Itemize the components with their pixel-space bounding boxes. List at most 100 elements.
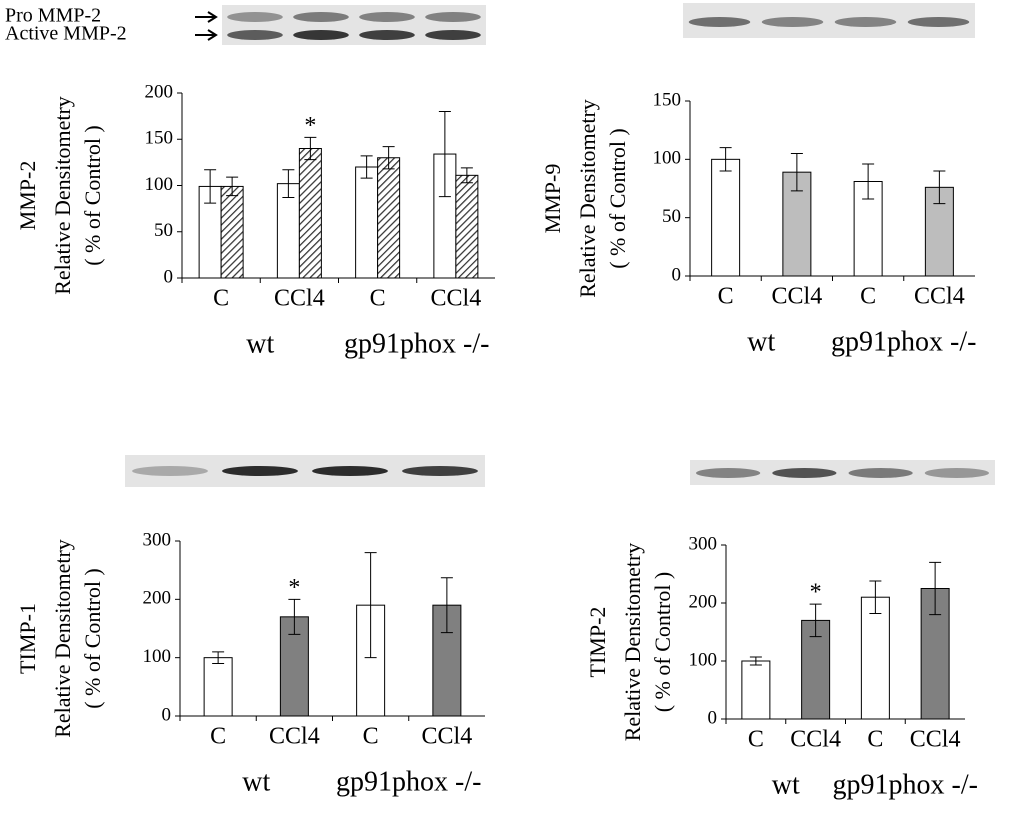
blot-band	[293, 12, 349, 22]
y-axis-label: Relative Densitometry	[575, 99, 600, 298]
group-label: gp91phox -/-	[344, 328, 489, 359]
blot-label: Active MMP-2	[5, 23, 127, 45]
blot-band	[227, 30, 283, 40]
error-bar	[226, 176, 239, 197]
x-tick-label: CCl4	[422, 724, 473, 750]
y-tick-label: 0	[708, 707, 718, 728]
error-bar	[869, 580, 882, 614]
blot-band	[359, 12, 415, 22]
error-bar	[204, 169, 217, 204]
x-tick-label: C	[867, 727, 883, 753]
y-tick-label: 200	[143, 588, 172, 609]
significance-mark: *	[810, 580, 822, 606]
group-label: wt	[772, 769, 800, 800]
error-bar	[360, 155, 373, 179]
error-bar	[364, 552, 377, 659]
x-tick-label: CCl4	[431, 286, 482, 312]
x-tick-label: C	[363, 724, 379, 750]
y-tick-label: 300	[143, 529, 172, 550]
blot-band	[848, 468, 913, 478]
x-tick-label: CCl4	[772, 284, 823, 310]
error-bar	[929, 561, 942, 616]
y-tick-label: 50	[154, 220, 173, 241]
blot-band	[359, 30, 415, 40]
blot-band	[696, 468, 761, 478]
arrow	[195, 29, 218, 41]
blot-band	[834, 17, 897, 27]
y-axis-label: Relative Densitometry	[620, 543, 645, 742]
y-axis-label: ( % of Control )	[650, 572, 675, 713]
y-axis-label: ( % of Control )	[605, 128, 630, 269]
blot-band	[132, 466, 208, 476]
significance-mark: *	[288, 575, 300, 601]
x-tick-label: C	[213, 286, 229, 312]
y-tick-label: 0	[162, 704, 172, 725]
y-tick-label: 200	[145, 81, 174, 102]
blot-band	[293, 30, 349, 40]
bar	[860, 596, 890, 720]
y-tick-label: 100	[653, 148, 682, 169]
y-axis-label: TIMP-1	[15, 603, 40, 674]
significance-mark: *	[304, 113, 316, 139]
bar	[377, 157, 401, 279]
bar	[455, 174, 479, 279]
y-tick-label: 100	[143, 646, 172, 667]
error-bar	[282, 169, 295, 199]
error-bar	[288, 598, 301, 635]
bar	[203, 657, 233, 717]
blot-band	[222, 466, 298, 476]
blot-band	[312, 466, 388, 476]
group-label: wt	[242, 766, 270, 797]
y-tick-label: 200	[689, 591, 718, 612]
bar	[298, 148, 322, 279]
error-bar	[719, 147, 732, 172]
bar	[741, 660, 771, 720]
blot-band	[924, 468, 989, 478]
x-tick-label: CCl4	[274, 286, 325, 312]
x-tick-label: CCl4	[269, 724, 320, 750]
blot-band	[227, 12, 283, 22]
y-axis-label: ( % of Control )	[80, 125, 105, 266]
y-tick-label: 300	[689, 533, 718, 554]
group-label: gp91phox -/-	[833, 769, 978, 800]
group-label: wt	[246, 328, 274, 359]
group-label: wt	[747, 326, 775, 357]
y-axis-label: Relative Densitometry	[50, 96, 75, 295]
blot-band	[761, 17, 824, 27]
y-axis-label: ( % of Control )	[80, 568, 105, 709]
y-tick-label: 100	[689, 649, 718, 670]
x-tick-label: CCl4	[790, 727, 841, 753]
x-tick-label: C	[718, 284, 734, 310]
blot-band	[688, 17, 751, 27]
error-bar	[460, 167, 473, 184]
error-bar	[933, 170, 946, 205]
x-tick-label: C	[210, 724, 226, 750]
group-label: gp91phox -/-	[336, 766, 481, 797]
x-tick-label: CCl4	[914, 284, 965, 310]
y-tick-label: 50	[662, 206, 681, 227]
bar	[711, 158, 741, 277]
error-bar	[809, 603, 822, 638]
y-tick-label: 150	[653, 89, 682, 110]
x-tick-label: C	[748, 727, 764, 753]
error-bar	[212, 651, 225, 664]
blot-band	[425, 30, 481, 40]
error-bar	[382, 146, 395, 170]
x-tick-label: CCl4	[910, 727, 961, 753]
bar	[220, 185, 244, 279]
y-axis-label: MMP-2	[15, 161, 40, 231]
blot-band	[907, 17, 970, 27]
y-tick-label: 100	[145, 174, 174, 195]
bar	[355, 166, 379, 279]
blot-band	[425, 12, 481, 22]
blot-label: Pro MMP-2	[5, 5, 101, 27]
error-bar	[438, 111, 451, 198]
x-tick-label: C	[860, 284, 876, 310]
y-axis-label: TIMP-2	[585, 607, 610, 678]
blot-band	[772, 468, 837, 478]
error-bar	[862, 163, 875, 200]
y-axis-label: Relative Densitometry	[50, 539, 75, 738]
error-bar	[304, 136, 317, 161]
y-tick-label: 150	[145, 128, 174, 149]
